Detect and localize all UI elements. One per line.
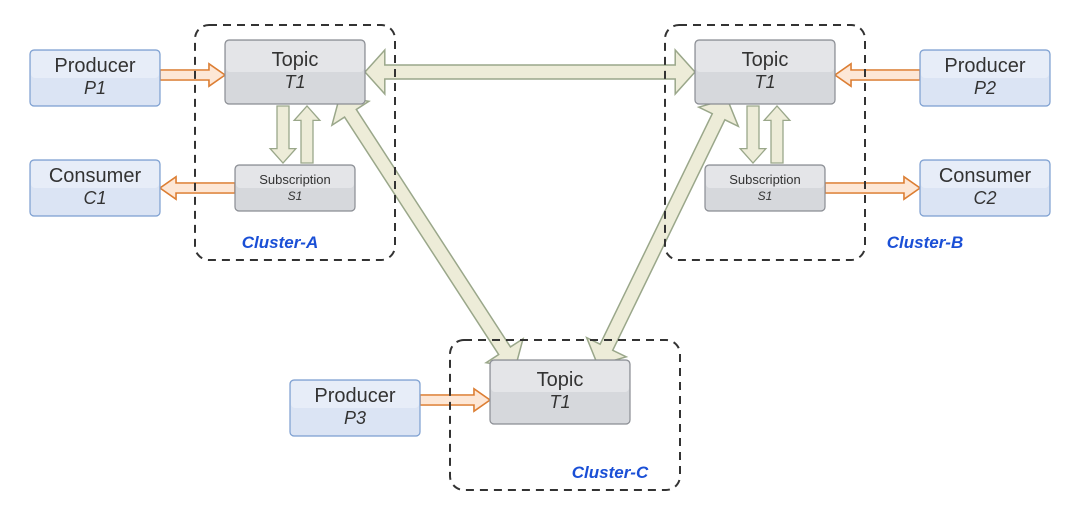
node-topic_c-sub: T1 [549,392,570,412]
cluster-a-label: Cluster-A [242,233,319,252]
node-topic_b-sub: T1 [754,72,775,92]
node-topic_a-sub: T1 [284,72,305,92]
replication-arrow [332,97,523,368]
node-sub_b: Subscription S1 [705,165,825,211]
node-sub_a: Subscription S1 [235,165,355,211]
cluster-c-label: Cluster-C [572,463,649,482]
topic-sub-arrow [740,106,766,163]
cluster-b-label: Cluster-B [887,233,964,252]
node-sub_a-sub: S1 [288,189,303,203]
node-consumer_c1-title: Consumer [49,165,142,187]
diagram-canvas: Cluster-ACluster-BCluster-CProducerP1Con… [0,0,1080,517]
topic-sub-arrow [294,106,320,163]
node-topic_b-title: Topic [742,49,789,71]
node-topic_a-title: Topic [272,49,319,71]
node-topic_b: TopicT1 [695,40,835,104]
node-consumer_c2: ConsumerC2 [920,160,1050,216]
node-producer_p1: ProducerP1 [30,50,160,106]
node-topic_a: TopicT1 [225,40,365,104]
node-producer_p2-sub: P2 [974,78,996,98]
node-sub_a-title: Subscription [259,172,331,187]
replication-arrow [587,99,739,365]
node-producer_p2: ProducerP2 [920,50,1050,106]
node-consumer_c1-sub: C1 [83,188,106,208]
node-consumer_c2-title: Consumer [939,165,1032,187]
node-producer_p1-sub: P1 [84,78,106,98]
node-topic_c-title: Topic [537,369,584,391]
node-producer_p3-title: Producer [314,385,395,407]
node-producer_p2-title: Producer [944,55,1025,77]
node-consumer_c1: ConsumerC1 [30,160,160,216]
node-producer_p3: ProducerP3 [290,380,420,436]
node-consumer_c2-sub: C2 [973,188,996,208]
node-producer_p1-title: Producer [54,55,135,77]
topic-sub-arrow [764,106,790,163]
topic-sub-arrow [270,106,296,163]
replication-arrow [365,50,695,94]
node-sub_b-title: Subscription [729,172,801,187]
node-sub_b-sub: S1 [758,189,773,203]
node-producer_p3-sub: P3 [344,408,366,428]
node-topic_c: TopicT1 [490,360,630,424]
